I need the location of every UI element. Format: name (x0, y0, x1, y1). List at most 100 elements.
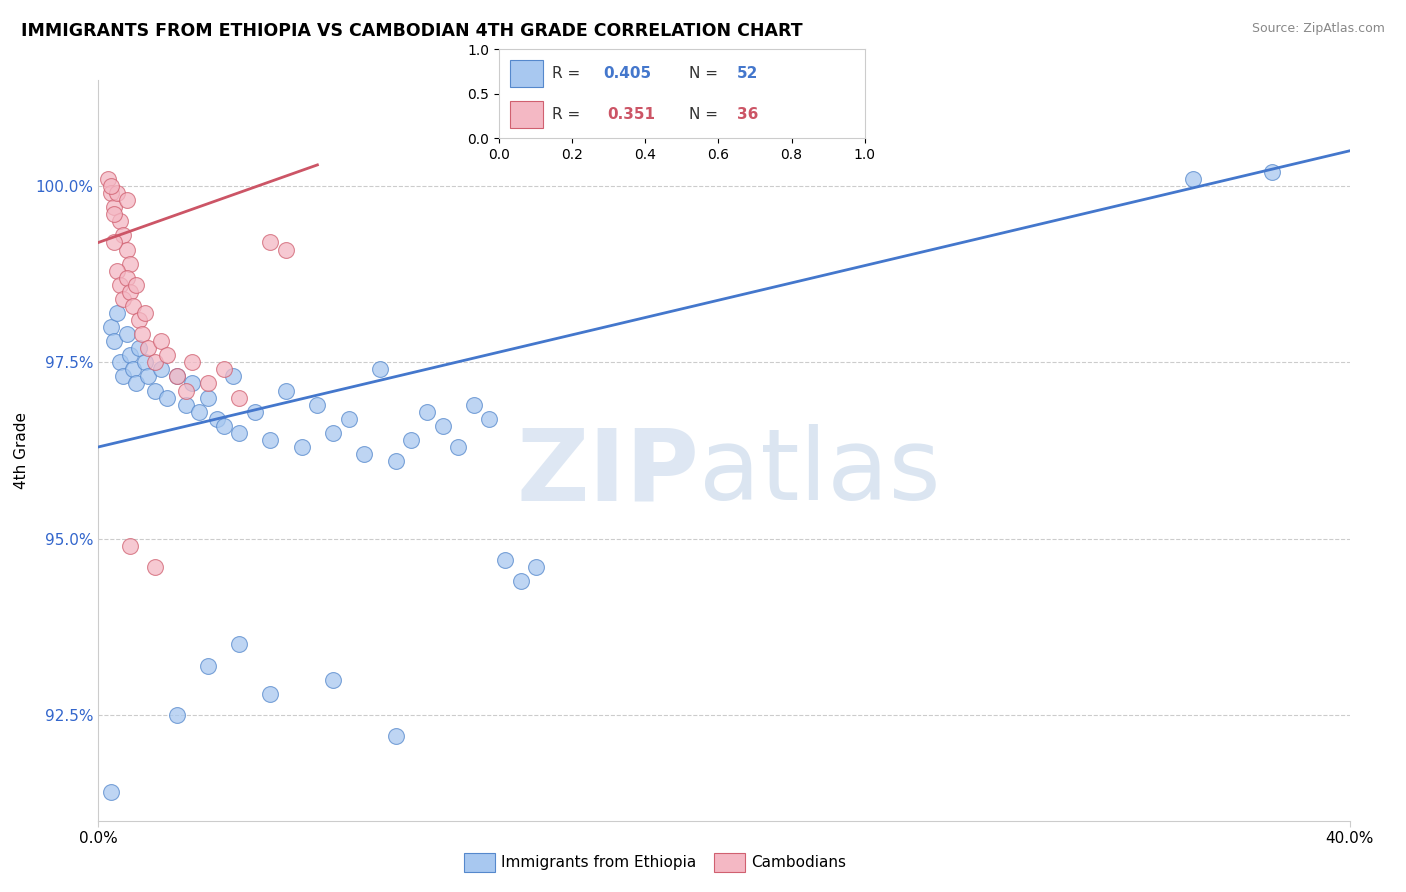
Point (1260, 165, 1282, 179)
Point (115, 270, 138, 285)
Point (181, 376, 204, 391)
Point (197, 391, 219, 405)
Text: Source: ZipAtlas.com: Source: ZipAtlas.com (1251, 22, 1385, 36)
Point (243, 405, 266, 419)
Point (181, 355, 204, 369)
Point (118, 348, 141, 362)
Point (110, 277, 132, 292)
Point (103, 334, 125, 348)
Point (212, 362, 235, 376)
Point (115, 243, 138, 257)
Point (100, 785, 122, 799)
Text: IMMIGRANTS FROM ETHIOPIA VS CAMBODIAN 4TH GRADE CORRELATION CHART: IMMIGRANTS FROM ETHIOPIA VS CAMBODIAN 4T… (21, 22, 803, 40)
Text: 36: 36 (737, 107, 758, 121)
Point (105, 186, 128, 200)
Point (156, 391, 179, 405)
Point (128, 313, 150, 327)
Point (118, 539, 141, 553)
Point (166, 707, 188, 722)
Point (1182, 172, 1205, 186)
Text: ZIP: ZIP (516, 425, 699, 521)
Point (131, 327, 153, 342)
Point (121, 362, 143, 376)
Text: R =: R = (553, 66, 585, 80)
Point (110, 214, 132, 228)
Point (401, 433, 423, 447)
Text: N =: N = (689, 66, 723, 80)
Text: 0.405: 0.405 (603, 66, 651, 80)
Bar (510, 101, 543, 128)
Point (128, 341, 150, 355)
Point (259, 235, 281, 250)
Point (125, 376, 148, 391)
Text: N =: N = (689, 107, 723, 121)
Point (174, 384, 197, 398)
Point (187, 405, 209, 419)
Point (166, 369, 188, 384)
Point (307, 398, 329, 412)
Point (100, 179, 122, 194)
Point (115, 327, 138, 342)
Point (112, 369, 135, 384)
Point (143, 355, 166, 369)
Point (112, 228, 135, 243)
Point (384, 729, 406, 743)
Point (118, 257, 141, 271)
Text: Cambodians: Cambodians (751, 855, 846, 870)
Point (150, 334, 173, 348)
Text: Immigrants from Ethiopia: Immigrants from Ethiopia (501, 855, 696, 870)
Point (207, 411, 229, 425)
Point (291, 440, 314, 454)
Point (103, 200, 125, 214)
Point (463, 398, 485, 412)
Point (103, 207, 125, 221)
Point (105, 263, 128, 277)
Point (337, 411, 360, 425)
Point (322, 425, 344, 440)
Point (509, 574, 531, 588)
Point (125, 277, 148, 292)
Point (115, 193, 138, 207)
Point (105, 306, 128, 320)
Point (228, 637, 250, 651)
Point (100, 186, 122, 200)
Point (138, 341, 160, 355)
Point (526, 559, 548, 574)
Point (384, 454, 406, 468)
Point (228, 391, 250, 405)
Text: 52: 52 (737, 66, 758, 80)
Point (97, 172, 120, 186)
Point (156, 348, 179, 362)
Point (228, 425, 250, 440)
Point (322, 673, 344, 687)
Point (259, 687, 281, 701)
Point (150, 362, 173, 376)
Point (143, 559, 166, 574)
Point (274, 243, 298, 257)
Point (197, 658, 219, 673)
Point (110, 355, 132, 369)
Point (478, 411, 501, 425)
Bar (510, 60, 543, 87)
Point (353, 447, 375, 461)
Point (134, 355, 156, 369)
Point (100, 320, 122, 334)
Point (174, 398, 197, 412)
Point (447, 440, 470, 454)
Point (212, 418, 235, 433)
Point (416, 405, 439, 419)
Point (138, 369, 160, 384)
Y-axis label: 4th Grade: 4th Grade (14, 412, 28, 489)
Point (197, 376, 219, 391)
Point (432, 418, 454, 433)
Point (494, 553, 516, 567)
Point (118, 285, 141, 299)
Point (222, 369, 245, 384)
Point (274, 384, 298, 398)
Point (368, 362, 391, 376)
Point (134, 306, 156, 320)
Point (259, 433, 281, 447)
Text: 0.351: 0.351 (607, 107, 655, 121)
Point (112, 292, 135, 306)
Point (143, 384, 166, 398)
